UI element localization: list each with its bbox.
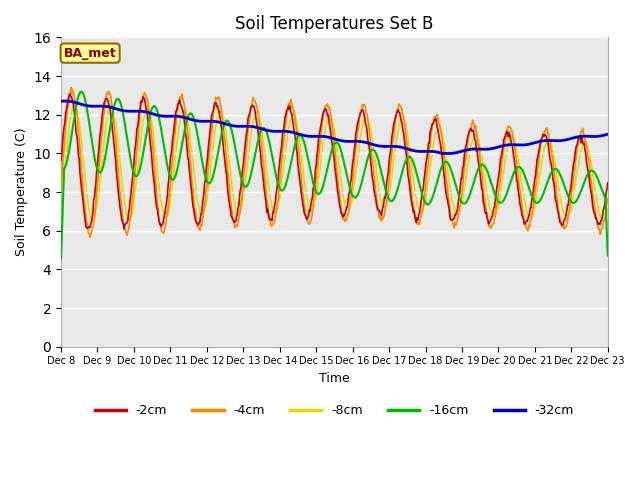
Title: Soil Temperatures Set B: Soil Temperatures Set B (236, 15, 433, 33)
Legend: -2cm, -4cm, -8cm, -16cm, -32cm: -2cm, -4cm, -8cm, -16cm, -32cm (90, 399, 579, 422)
Y-axis label: Soil Temperature (C): Soil Temperature (C) (15, 128, 28, 256)
X-axis label: Time: Time (319, 372, 350, 385)
Text: BA_met: BA_met (64, 47, 116, 60)
